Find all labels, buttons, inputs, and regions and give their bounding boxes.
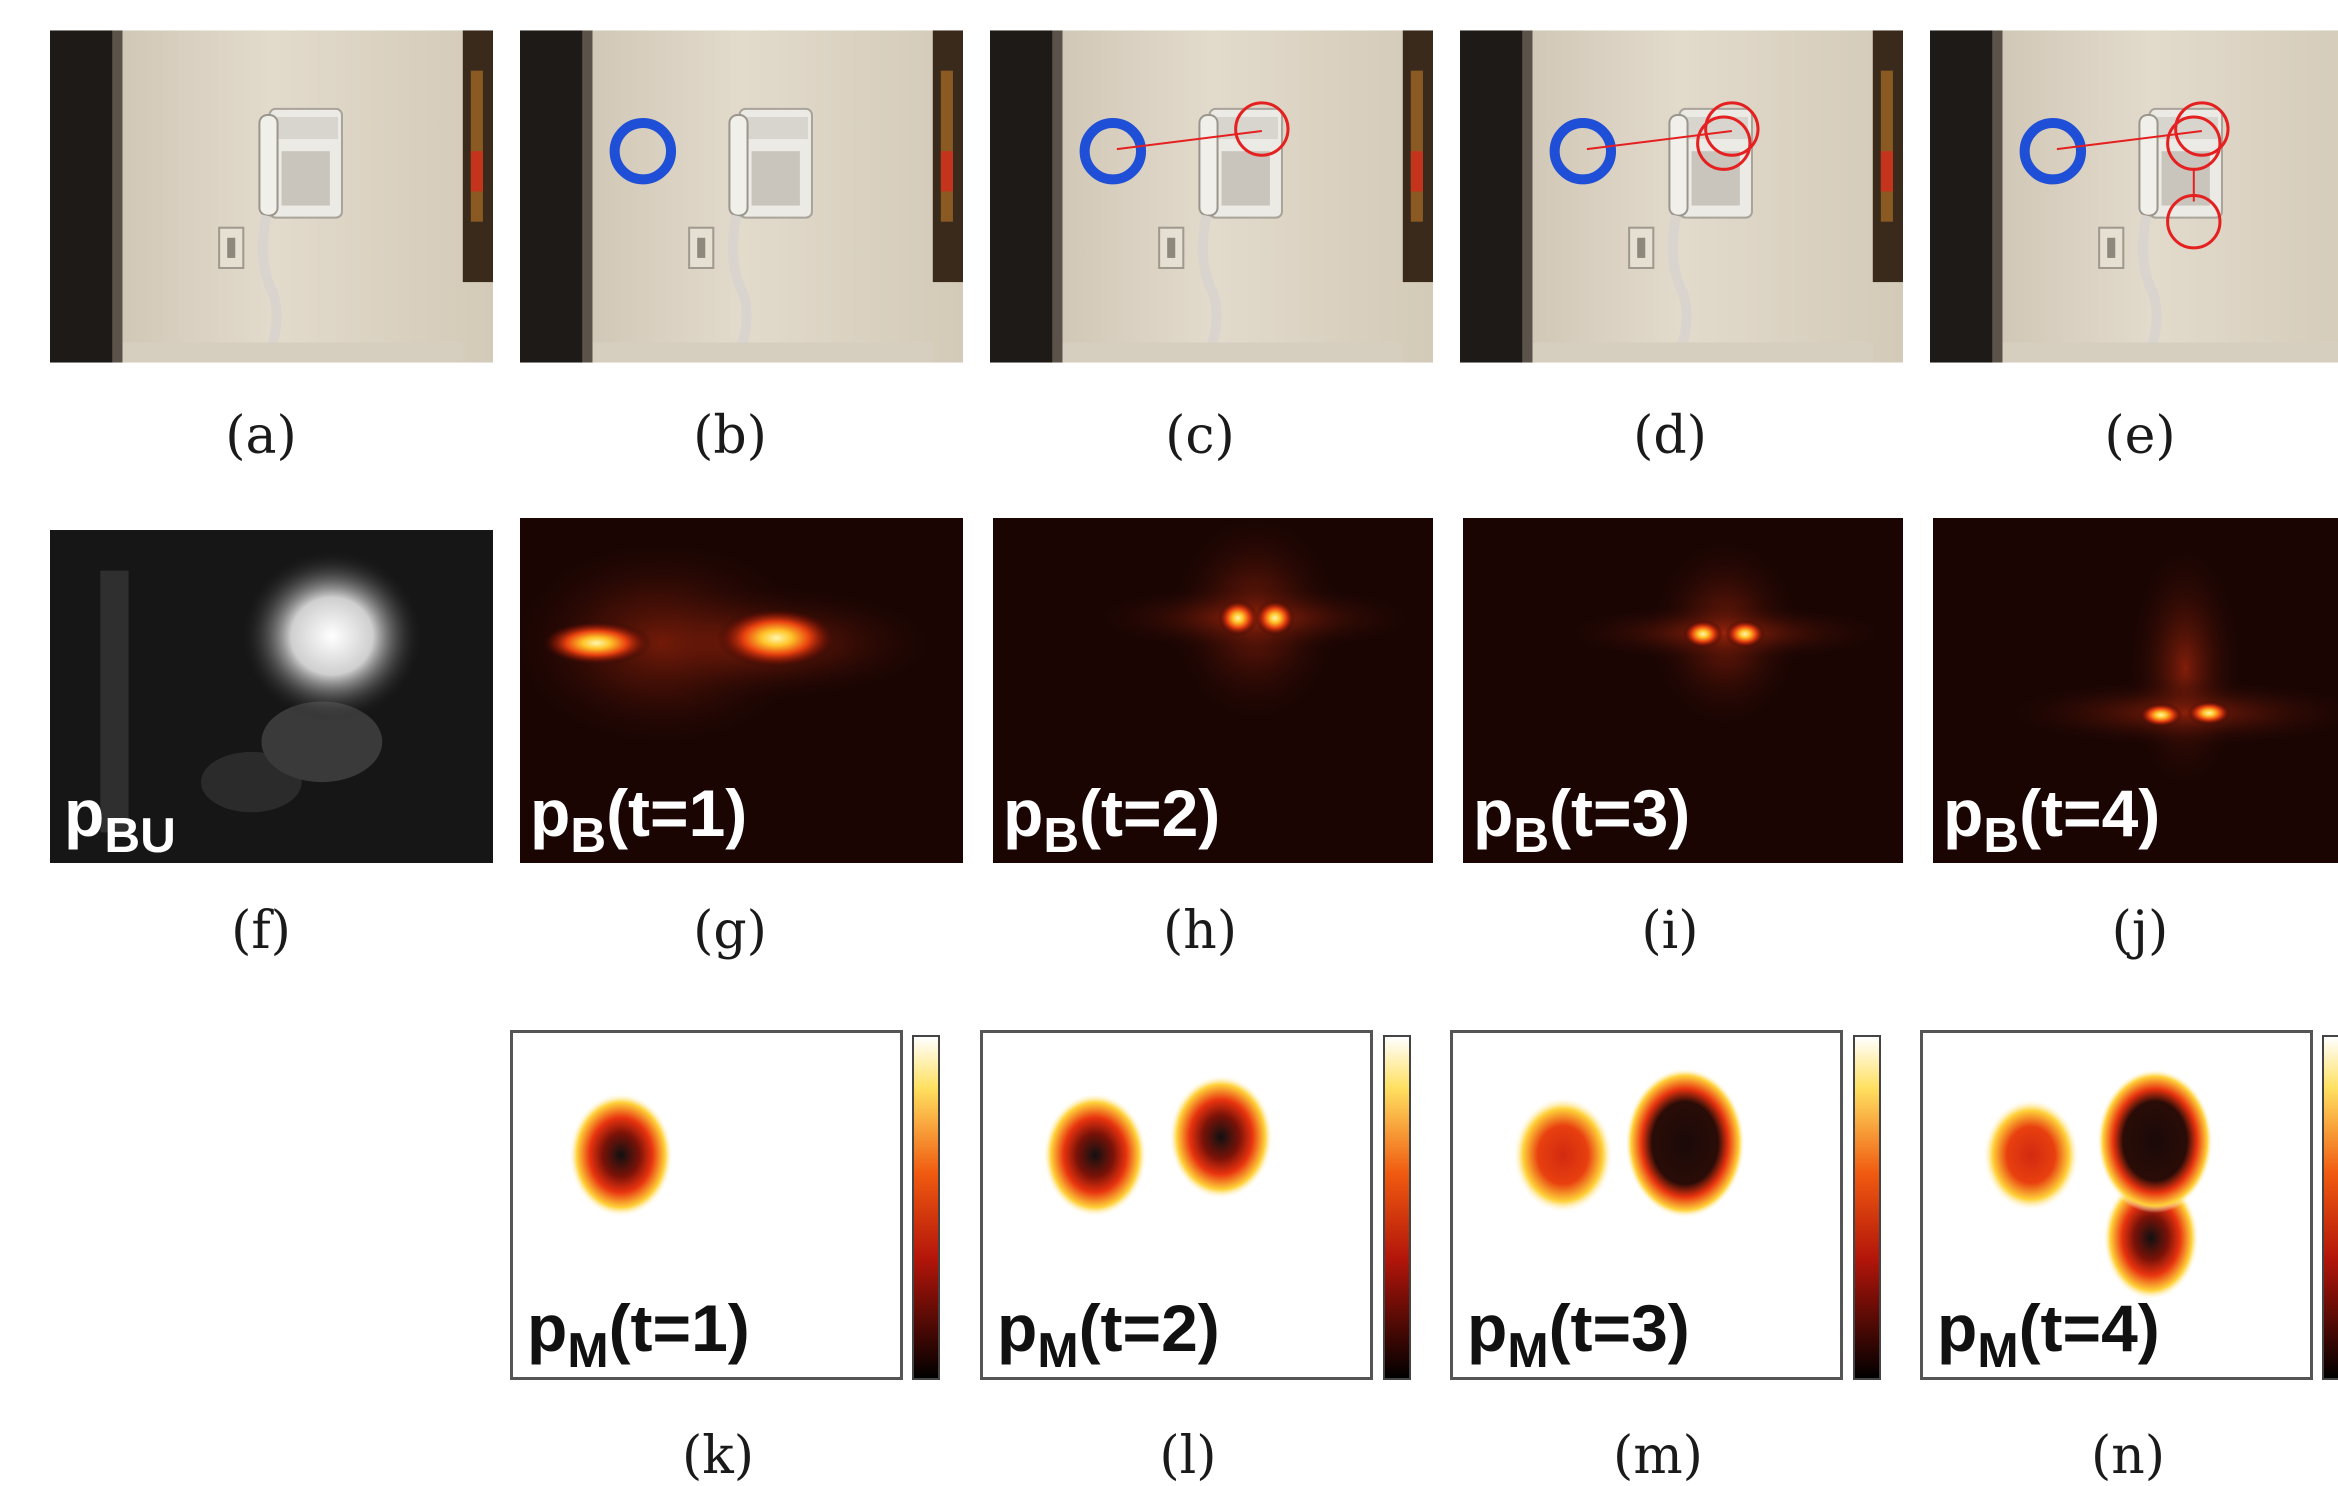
caption-b: (b) — [693, 406, 767, 466]
map-label-g: pB(t=1) — [530, 776, 748, 863]
memory-map-m: pM(t=3) — [1450, 1030, 1843, 1380]
caption-a: (a) — [225, 406, 297, 466]
map-label-n: pM(t=4) — [1937, 1291, 2160, 1378]
caption-j: (j) — [2111, 901, 2169, 961]
memory-map-l: pM(t=2) — [980, 1030, 1373, 1380]
belief-map-j: pB(t=4) — [1933, 518, 2338, 863]
memory-map-k: pM(t=1) — [510, 1030, 903, 1380]
belief-map-h: pB(t=2) — [993, 518, 1433, 863]
colorbar-n — [2322, 1035, 2338, 1380]
map-label-j: pB(t=4) — [1943, 776, 2161, 863]
belief-map-g: pB(t=1) — [520, 518, 963, 863]
fixation-marker — [609, 117, 677, 185]
gaze-circle — [2174, 101, 2230, 157]
colorbar-l — [1383, 1035, 1411, 1380]
caption-n: (n) — [2090, 1426, 2166, 1486]
caption-g: (g) — [693, 901, 767, 961]
caption-l: (l) — [1159, 1426, 1217, 1486]
caption-c: (c) — [1165, 406, 1235, 466]
map-label-k: pM(t=1) — [527, 1291, 750, 1378]
gaze-circle — [1704, 101, 1760, 157]
caption-f: (f) — [231, 901, 291, 961]
colorbar-k — [912, 1035, 940, 1380]
gaze-circle — [2166, 193, 2222, 250]
caption-h: (h) — [1162, 901, 1238, 961]
caption-m: (m) — [1613, 1426, 1703, 1486]
map-label-i: pB(t=3) — [1473, 776, 1691, 863]
colorbar-m — [1853, 1035, 1881, 1380]
fixation-marker — [2019, 117, 2087, 185]
scene-photo-c — [990, 30, 1433, 363]
gaze-circle — [1696, 115, 1752, 171]
scene-photo-a — [50, 30, 493, 363]
gaze-circle — [1234, 101, 1290, 157]
scene-photo-b — [520, 30, 963, 363]
caption-i: (i) — [1641, 901, 1699, 961]
caption-e: (e) — [2104, 406, 2176, 466]
map-label-f: pBU — [64, 776, 176, 863]
saliency-map-f: pBU — [50, 530, 493, 863]
scene-photo-d — [1460, 30, 1903, 363]
memory-map-n: pM(t=4) — [1920, 1030, 2313, 1380]
belief-map-i: pB(t=3) — [1463, 518, 1903, 863]
fixation-marker — [1079, 117, 1147, 185]
caption-d: (d) — [1633, 406, 1707, 466]
map-label-h: pB(t=2) — [1003, 776, 1221, 863]
scene-photo-e — [1930, 30, 2338, 363]
map-label-l: pM(t=2) — [997, 1291, 1220, 1378]
caption-k: (k) — [681, 1426, 755, 1486]
map-label-m: pM(t=3) — [1467, 1291, 1690, 1378]
fixation-marker — [1549, 117, 1617, 185]
